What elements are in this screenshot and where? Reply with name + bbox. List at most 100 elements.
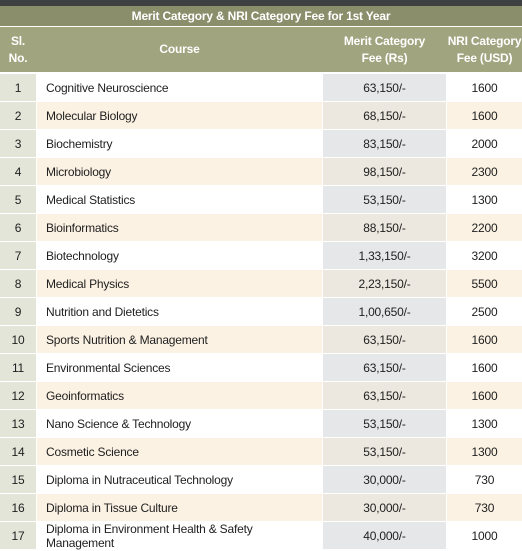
merit-fee: 53,150/- [323,186,446,213]
merit-fee: 63,150/- [323,326,446,353]
merit-fee: 53,150/- [323,438,446,465]
row-number: 5 [0,186,36,213]
nri-fee: 1300 [447,410,522,437]
course-name: Biotechnology [37,242,322,269]
course-name: Medical Physics [37,270,322,297]
table-title: Merit Category & NRI Category Fee for 1s… [0,6,522,26]
course-name: Diploma in Environment Health & Safety M… [37,522,322,550]
row-number: 8 [0,270,36,297]
row-number: 11 [0,354,36,381]
row-number: 13 [0,410,36,437]
header-nri-fee: NRI Category Fee (USD) [447,27,522,72]
row-number: 12 [0,382,36,409]
row-number: 9 [0,298,36,325]
merit-fee: 68,150/- [323,102,446,129]
table-body: 1 Cognitive Neuroscience 63,150/- 1600 2 Mole… [0,74,522,550]
merit-fee: 98,150/- [323,158,446,185]
nri-fee: 730 [447,494,522,521]
nri-fee: 2000 [447,130,522,157]
table-row: 15 Diploma in Nutraceutical Technology 30,… [0,466,522,493]
merit-fee: 1,00,650/- [323,298,446,325]
header-course: Course [159,42,200,56]
row-number: 15 [0,466,36,493]
nri-fee: 1600 [447,74,522,101]
row-number: 10 [0,326,36,353]
merit-fee: 53,150/- [323,410,446,437]
merit-fee: 63,150/- [323,74,446,101]
course-name: Bioinformatics [37,214,322,241]
merit-fee: 63,150/- [323,382,446,409]
table-row: 16 Diploma in Tissue Culture 30,000/- 730 [0,494,522,521]
header-nri-line1: NRI Category [447,33,522,48]
table-row: 6 Bioinformatics 88,150/- 2200 [0,214,522,241]
nri-fee: 2300 [447,158,522,185]
header-sl-line2: No. [8,50,28,65]
table-row: 7 Biotechnology 1,33,150/- 3200 [0,242,522,269]
nri-fee: 1600 [447,102,522,129]
row-number: 16 [0,494,36,521]
course-name: Biochemistry [37,130,322,157]
nri-fee: 2500 [447,298,522,325]
row-number: 3 [0,130,36,157]
merit-fee: 83,150/- [323,130,446,157]
course-name: Diploma in Nutraceutical Technology [37,466,322,493]
table-row: 3 Biochemistry 83,150/- 2000 [0,130,522,157]
course-name: Microbiology [37,158,322,185]
nri-fee: 1600 [447,354,522,381]
row-number: 4 [0,158,36,185]
merit-fee: 40,000/- [323,522,446,549]
top-strip [0,0,522,6]
merit-fee: 2,23,150/- [323,270,446,297]
merit-fee: 88,150/- [323,214,446,241]
row-number: 2 [0,102,36,129]
header-merit-line2: Fee (Rs) [361,50,408,65]
header-nri-line2: Fee (USD) [456,50,513,65]
course-name: Cosmetic Science [37,438,322,465]
row-number: 14 [0,438,36,465]
table-row: 13 Nano Science & Technology 53,150/- 1300 [0,410,522,437]
header-sl-line1: Sl. [10,33,26,48]
merit-fee: 30,000/- [323,466,446,493]
table-row: 4 Microbiology 98,150/- 2300 [0,158,522,185]
table-row: 11 Environmental Sciences 63,150/- 1600 [0,354,522,381]
course-name: Nutrition and Dietetics [37,298,322,325]
row-number: 6 [0,214,36,241]
table-row: 14 Cosmetic Science 53,150/- 1300 [0,438,522,465]
nri-fee: 3200 [447,242,522,269]
table-row: 8 Medical Physics 2,23,150/- 5500 [0,270,522,297]
header-merit-fee: Merit Category Fee (Rs) [323,27,446,72]
table-row: 12 Geoinformatics 63,150/- 1600 [0,382,522,409]
merit-fee: 30,000/- [323,494,446,521]
table-row: 2 Molecular Biology 68,150/- 1600 [0,102,522,129]
row-number: 1 [0,74,36,101]
course-name: Nano Science & Technology [37,410,322,437]
nri-fee: 5500 [447,270,522,297]
course-name: Diploma in Tissue Culture [37,494,322,521]
nri-fee: 1000 [447,522,522,549]
nri-fee: 2200 [447,214,522,241]
nri-fee: 1600 [447,326,522,353]
nri-fee: 1300 [447,438,522,465]
course-name: Cognitive Neuroscience [37,74,322,101]
course-name: Environmental Sciences [37,354,322,381]
table-row: 1 Cognitive Neuroscience 63,150/- 1600 [0,74,522,101]
nri-fee: 730 [447,466,522,493]
merit-fee: 1,33,150/- [323,242,446,269]
table-row: 9 Nutrition and Dietetics 1,00,650/- 2500 [0,298,522,325]
header-sl-no: Sl. No. [0,27,36,72]
row-number: 17 [0,522,36,549]
table-header: Sl. No. Course Merit Category Fee (Rs) N… [0,27,522,72]
course-name: Sports Nutrition & Management [37,326,322,353]
table-row: 10 Sports Nutrition & Management 63,150/- 1… [0,326,522,353]
header-merit-line1: Merit Category [343,33,426,48]
nri-fee: 1300 [447,186,522,213]
course-name: Medical Statistics [37,186,322,213]
course-name: Geoinformatics [37,382,322,409]
row-number: 7 [0,242,36,269]
course-name: Molecular Biology [37,102,322,129]
merit-fee: 63,150/- [323,354,446,381]
table-row: 5 Medical Statistics 53,150/- 1300 [0,186,522,213]
table-row: 17 Diploma in Environment Health & Safety… [0,522,522,550]
nri-fee: 1600 [447,382,522,409]
